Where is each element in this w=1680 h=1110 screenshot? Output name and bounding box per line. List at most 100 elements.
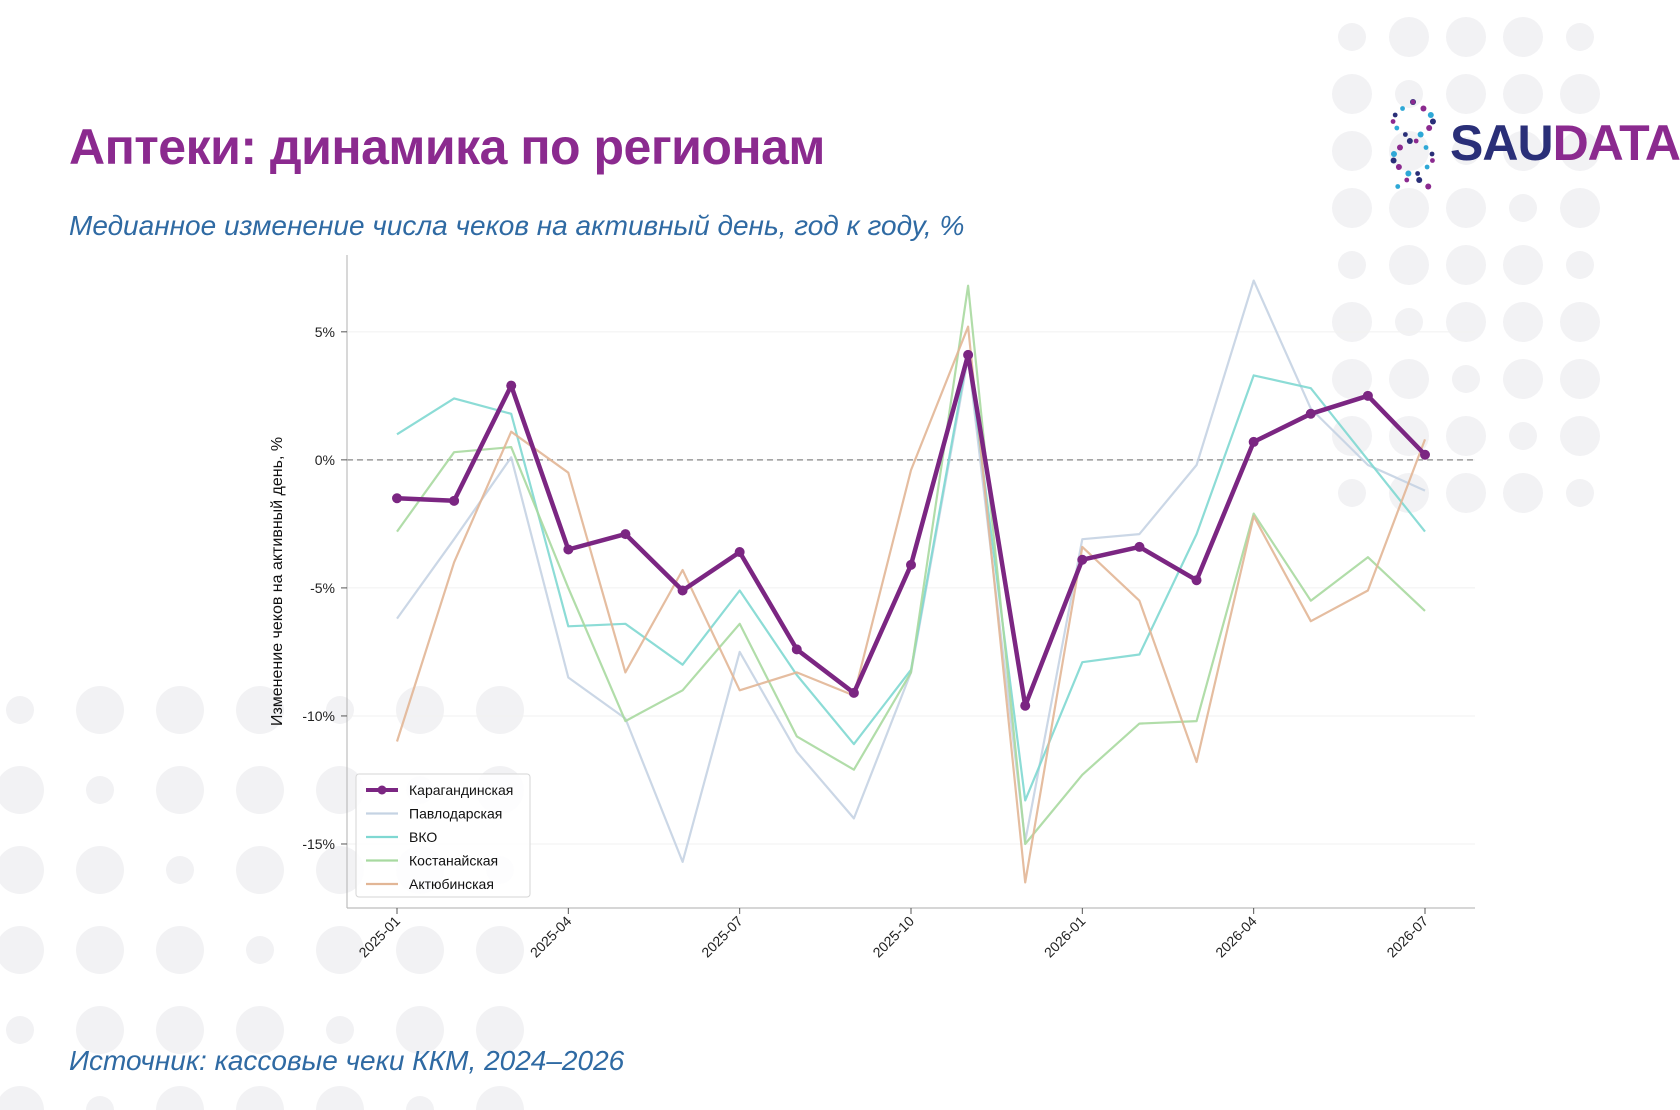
legend-label: Костанайская <box>409 853 498 869</box>
legend-label: Карагандинская <box>409 782 513 798</box>
legend-box <box>355 773 531 898</box>
series-line <box>396 352 1427 708</box>
data-point <box>392 493 402 504</box>
decor-dot <box>236 1006 284 1054</box>
data-point <box>963 349 974 360</box>
decor-dot <box>1389 131 1429 171</box>
data-point <box>1077 554 1088 565</box>
logo-text-data: DATA <box>1552 115 1680 171</box>
decor-dot <box>1332 359 1372 399</box>
legend-marker <box>377 785 387 795</box>
data-point <box>1020 700 1031 711</box>
decor-dot <box>0 1086 44 1110</box>
logo-dot <box>1394 125 1400 131</box>
decor-dot <box>1503 17 1543 57</box>
data-point <box>1248 436 1259 447</box>
decor-dot <box>1503 302 1543 342</box>
x-tick-label: 2025-04 <box>527 913 575 961</box>
data-point <box>848 687 859 698</box>
decor-dot <box>1338 479 1366 507</box>
x-tick-label: 2026-07 <box>1383 913 1431 961</box>
logo-dot <box>1390 119 1396 124</box>
decor-dot <box>236 766 284 814</box>
data-point <box>1305 408 1316 419</box>
y-tick-label: 0% <box>315 452 335 468</box>
y-tick-label: -5% <box>310 580 335 596</box>
decor-dot <box>0 926 44 974</box>
data-point <box>449 495 460 506</box>
decor-dot <box>1395 308 1423 336</box>
decor-dot <box>316 1086 364 1110</box>
logo-text: SAUDATA <box>1450 114 1680 172</box>
decor-dot <box>236 846 284 894</box>
logo-dot <box>1427 112 1434 118</box>
logo-dot <box>1395 164 1402 170</box>
page-title: Аптеки: динамика по регионам <box>69 119 825 175</box>
decor-dot <box>166 856 194 884</box>
data-point <box>506 380 517 391</box>
decor-dot <box>1560 359 1600 399</box>
logo-dot <box>1425 183 1432 190</box>
decor-dot <box>1503 74 1543 114</box>
y-axis-title: Изменение чеков на активный день, % <box>269 437 286 726</box>
decor-dot <box>76 1006 124 1054</box>
logo-dot <box>1416 177 1423 183</box>
x-tick-label: 2026-04 <box>1212 913 1260 961</box>
x-tick-label: 2025-01 <box>355 913 403 961</box>
decor-dot <box>1452 137 1480 165</box>
decor-dot <box>1560 302 1600 342</box>
decor-dot <box>1389 359 1429 399</box>
decor-dot <box>316 846 364 894</box>
logo-mark-icon <box>1390 99 1436 190</box>
decor-dot <box>1503 359 1543 399</box>
decor-dot <box>476 686 524 734</box>
decor-dot <box>1560 131 1600 171</box>
logo-dot <box>1390 151 1397 157</box>
series-line <box>396 279 1426 864</box>
logo-text-sau: SAU <box>1450 115 1554 171</box>
decor-dot <box>406 1096 434 1110</box>
decor-dot <box>1446 416 1486 456</box>
decor-dot <box>76 846 124 894</box>
logo-dot <box>1420 105 1427 112</box>
data-point <box>1362 390 1373 401</box>
decor-dot <box>1389 188 1429 228</box>
decor-dot <box>396 926 444 974</box>
decor-dot <box>1332 74 1372 114</box>
decor-dot <box>1566 23 1594 51</box>
decor-dot <box>1446 473 1486 513</box>
decor-dot <box>1446 245 1486 285</box>
decor-dot <box>1509 194 1537 222</box>
decor-dot <box>326 1016 354 1044</box>
data-point <box>563 544 574 555</box>
logo-dot <box>1424 164 1430 170</box>
decor-dot <box>1338 251 1366 279</box>
logo-dot <box>1415 171 1421 176</box>
x-tick-label: 2025-10 <box>869 913 917 961</box>
source-note: Источник: кассовые чеки ККМ, 2024–2026 <box>69 1045 625 1076</box>
decor-dot <box>6 696 34 724</box>
decor-dot <box>1503 131 1543 171</box>
decor-dot <box>316 926 364 974</box>
y-tick-label: 5% <box>315 324 335 340</box>
decor-dot <box>1389 245 1429 285</box>
data-point <box>734 547 745 558</box>
data-point <box>791 644 802 655</box>
decor-dot <box>156 766 204 814</box>
decor-dot <box>396 1006 444 1054</box>
series-line <box>395 325 1427 884</box>
logo-dot <box>1395 184 1401 189</box>
data-point <box>677 585 688 596</box>
x-tick-label: 2025-07 <box>698 913 746 961</box>
decor-dot <box>86 1096 114 1110</box>
decor-dot <box>236 686 284 734</box>
legend-label: Актюбинская <box>409 876 494 892</box>
series-line <box>396 351 1426 802</box>
decor-dot <box>1509 422 1537 450</box>
logo-dot <box>1429 118 1436 125</box>
decor-dot <box>1560 74 1600 114</box>
decor-dot <box>1338 23 1366 51</box>
decor-dot <box>156 1006 204 1054</box>
